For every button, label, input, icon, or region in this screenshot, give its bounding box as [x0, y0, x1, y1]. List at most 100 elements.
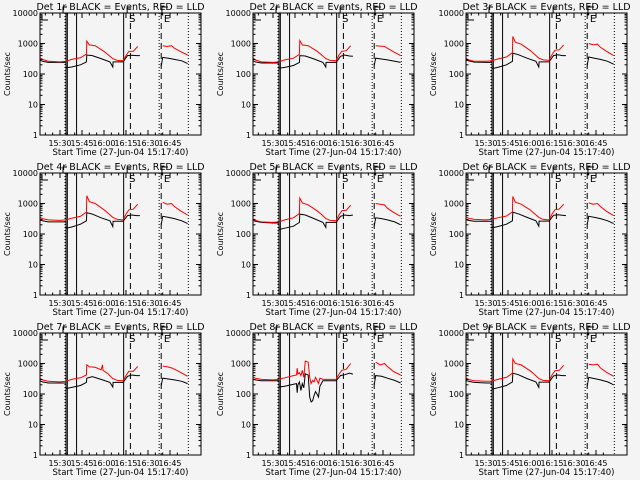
marker-e: E [374, 326, 383, 345]
series-events [253, 54, 401, 69]
y-axis-label: Counts/sec [429, 52, 438, 96]
plot-frame [39, 332, 202, 456]
marker-s: S [339, 327, 348, 345]
ytick-label: 10 [241, 261, 251, 270]
marker-label: S [342, 174, 348, 185]
y-axis-label: Counts/sec [216, 212, 225, 256]
xtick-label: 16:00 [305, 459, 328, 468]
xtick-label: 16:30 [136, 139, 159, 148]
series-events [253, 213, 401, 231]
ytick-label: 10 [241, 101, 251, 110]
xtick-label: 16:00 [305, 139, 328, 148]
plot-frame [465, 332, 628, 456]
xtick-label: 16:30 [349, 299, 372, 308]
xtick-label: 16:00 [518, 459, 541, 468]
xtick-label: 16:45 [371, 459, 394, 468]
xtick-label: 16:30 [562, 459, 585, 468]
ytick-label: 100 [449, 70, 464, 79]
ytick-label: 10 [454, 261, 464, 270]
ytick-label: 1 [33, 451, 38, 460]
ytick-label: 1 [33, 131, 38, 140]
xtick-label: 16:30 [136, 299, 159, 308]
marker-label: S [129, 334, 135, 345]
xtick-label: 16:45 [584, 459, 607, 468]
xtick-label: 16:30 [349, 459, 372, 468]
ytick-label: 1000 [231, 360, 251, 369]
panel-title: Det 5r BLACK = Events, RED = LLD [249, 162, 417, 173]
marker-e: E [374, 166, 383, 185]
marker-e: E [374, 6, 383, 25]
panel-title: Det 9r BLACK = Events, RED = LLD [462, 322, 630, 333]
xtick-label: 16:15 [540, 299, 563, 308]
xtick-label: 15:30 [474, 459, 497, 468]
attenuator-bracket [275, 166, 281, 173]
ytick-label: 10 [28, 261, 38, 270]
plot-frame [465, 12, 628, 136]
xtick-label: 16:45 [158, 299, 181, 308]
y-axis-label: Counts/sec [216, 372, 225, 416]
marker-label: E [377, 334, 383, 345]
ytick-label: 100 [236, 70, 251, 79]
attenuator-bracket [275, 6, 281, 13]
attenuator-bracket [488, 166, 494, 173]
panel-title: Det 6r BLACK = Events, RED = LLD [462, 162, 630, 173]
marker-label: E [164, 334, 170, 345]
marker-label: E [377, 174, 383, 185]
xtick-label: 16:15 [114, 139, 137, 148]
xtick-label: 16:00 [92, 459, 115, 468]
xtick-label: 15:45 [70, 299, 93, 308]
marker-label: E [164, 174, 170, 185]
panel-title: Det 8r BLACK = Events, RED = LLD [249, 322, 417, 333]
xtick-label: 16:15 [114, 299, 137, 308]
xtick-label: 16:15 [327, 299, 350, 308]
xtick-label: 16:45 [371, 299, 394, 308]
y-axis-label: Counts/sec [429, 212, 438, 256]
attenuator-bracket [488, 326, 494, 333]
panel-title: Det 1r BLACK = Events, RED = LLD [36, 2, 204, 13]
marker-s: S [552, 167, 561, 185]
y-axis-label: Counts/sec [429, 372, 438, 416]
series-lld [40, 363, 188, 383]
series-events [466, 372, 614, 390]
series-lld [466, 196, 614, 221]
xtick-label: 15:30 [261, 459, 284, 468]
ytick-label: 1 [246, 131, 251, 140]
marker-label: E [377, 14, 383, 25]
ytick-label: 10000 [13, 9, 38, 18]
marker-s: S [339, 7, 348, 25]
xtick-label: 15:45 [283, 299, 306, 308]
xtick-label: 16:15 [540, 139, 563, 148]
start-bracket [467, 335, 474, 341]
ytick-label: 10 [28, 101, 38, 110]
series-lld [40, 39, 188, 63]
marker-label: S [555, 14, 561, 25]
xtick-label: 15:45 [496, 299, 519, 308]
ytick-label: 100 [449, 230, 464, 239]
plot-frame [252, 332, 415, 456]
attenuator-bracket [275, 326, 281, 333]
series-lld [466, 357, 614, 382]
xtick-label: 15:45 [70, 459, 93, 468]
x-axis-label: Start Time (27-Jun-04 15:17:40) [479, 468, 615, 478]
x-axis-label: Start Time (27-Jun-04 15:17:40) [53, 308, 189, 318]
series-events [40, 374, 188, 390]
plot-frame [252, 12, 415, 136]
ytick-label: 100 [236, 230, 251, 239]
series-lld [40, 195, 188, 221]
marker-label: E [164, 14, 170, 25]
xtick-label: 15:45 [496, 459, 519, 468]
xtick-label: 15:45 [496, 139, 519, 148]
ytick-label: 1000 [18, 40, 38, 49]
marker-e: E [161, 6, 170, 25]
xtick-label: 16:15 [540, 459, 563, 468]
marker-label: S [555, 174, 561, 185]
start-bracket [254, 15, 261, 21]
xtick-label: 15:30 [48, 459, 71, 468]
y-axis-label: Counts/sec [216, 52, 225, 96]
marker-label: S [129, 174, 135, 185]
